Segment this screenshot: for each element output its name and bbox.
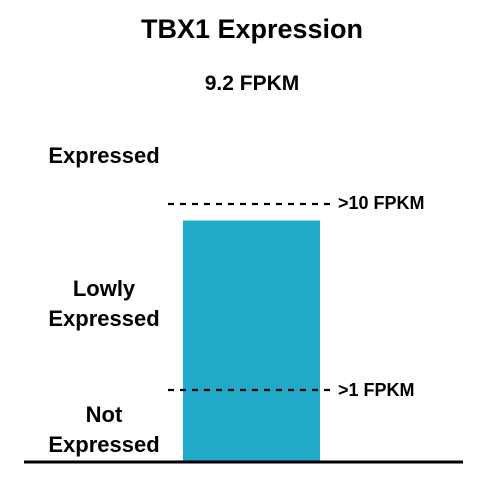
band-label-lowly-expressed: Expressed bbox=[48, 306, 159, 331]
chart-subtitle: 9.2 FPKM bbox=[205, 72, 300, 95]
band-label-lowly: Lowly bbox=[73, 276, 136, 301]
band-label-not-expressed: Expressed bbox=[48, 432, 159, 457]
expression-bar bbox=[183, 220, 320, 461]
chart-title: TBX1 Expression bbox=[141, 14, 363, 44]
band-label-expressed: Expressed bbox=[48, 143, 159, 168]
threshold-label-high: >10 FPKM bbox=[338, 193, 425, 213]
threshold-label-low: >1 FPKM bbox=[338, 380, 415, 400]
band-label-not: Not bbox=[86, 402, 123, 427]
